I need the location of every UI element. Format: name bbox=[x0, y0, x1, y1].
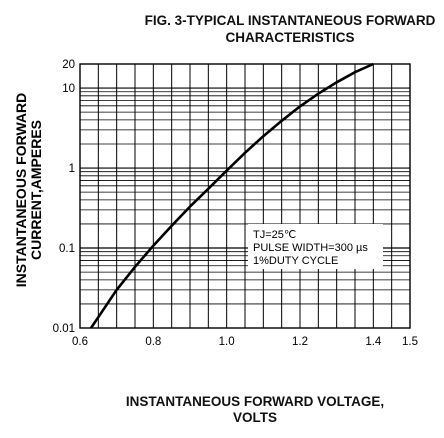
y-tick-label: 10 bbox=[62, 83, 75, 95]
y-axis-title-line1: INSTANTANEOUS FORWARD bbox=[13, 93, 29, 287]
x-tick-label: 0.6 bbox=[72, 336, 88, 348]
x-tick-label: 1.4 bbox=[365, 336, 382, 348]
tick-labels: 0.6 0.8 1.0 1.2 1.4 1.5 0.01 0.1 1 10 20 bbox=[53, 59, 418, 348]
annotation-line-1: TJ=25℃ bbox=[253, 229, 296, 241]
y-tick-label: 1 bbox=[69, 163, 75, 175]
x-axis-title-line2: VOLTS bbox=[232, 410, 277, 425]
x-tick-label: 1.5 bbox=[402, 336, 418, 348]
annotation-line-3: 1%DUTY CYCLE bbox=[253, 255, 338, 267]
x-tick-label: 1.0 bbox=[219, 336, 235, 348]
y-tick-label: 0.01 bbox=[53, 323, 75, 335]
annotation-background bbox=[248, 224, 383, 269]
series-line bbox=[89, 62, 374, 329]
x-axis-title-line1: INSTANTANEOUS FORWARD VOLTAGE, bbox=[125, 394, 385, 409]
x-tick-label: 0.8 bbox=[145, 336, 161, 348]
y-axis-title-line2: CURRENT,AMPERES bbox=[28, 120, 44, 260]
plot-frame bbox=[79, 63, 411, 329]
chart-title-line2: CHARACTERISTICS bbox=[225, 30, 355, 45]
grid-lines bbox=[80, 64, 410, 328]
x-tick-label: 1.2 bbox=[292, 336, 308, 348]
chart-title-line1: FIG. 3-TYPICAL INSTANTANEOUS FORWARD bbox=[144, 13, 436, 28]
annotation-line-2: PULSE WIDTH=300 µs bbox=[253, 242, 368, 254]
y-tick-label: 20 bbox=[62, 59, 75, 71]
y-tick-label: 0.1 bbox=[59, 243, 75, 255]
y-axis-title: INSTANTANEOUS FORWARD CURRENT,AMPERES bbox=[13, 93, 44, 287]
